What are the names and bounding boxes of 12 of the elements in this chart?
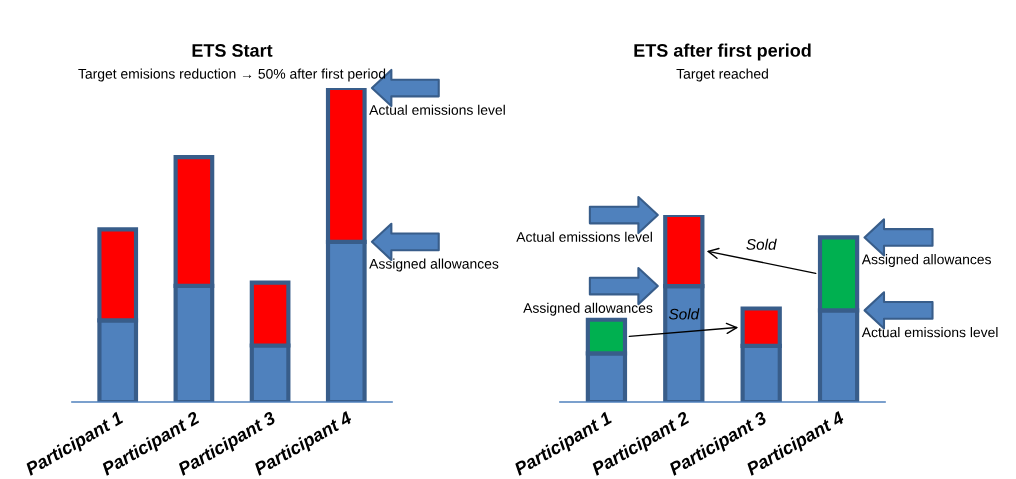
annotation: Actual emissions level [369, 104, 505, 115]
annotation: Sold [668, 308, 700, 320]
annotation: Actual emissions level [861, 327, 998, 338]
annotation: Assigned allowances [523, 302, 653, 316]
chart-subtitle: Target emisions reduction → 50% after first period [78, 68, 386, 82]
annotation: Actual emissions level [516, 231, 652, 242]
annotation: Assigned allowances [369, 258, 499, 272]
chart-subtitle: Target reached [676, 68, 768, 82]
annotation: Sold [746, 238, 777, 250]
chart-title: ETS after first period [634, 43, 811, 61]
chart-title: ETS Start [192, 44, 273, 57]
annotation: Assigned allowances [861, 254, 991, 268]
